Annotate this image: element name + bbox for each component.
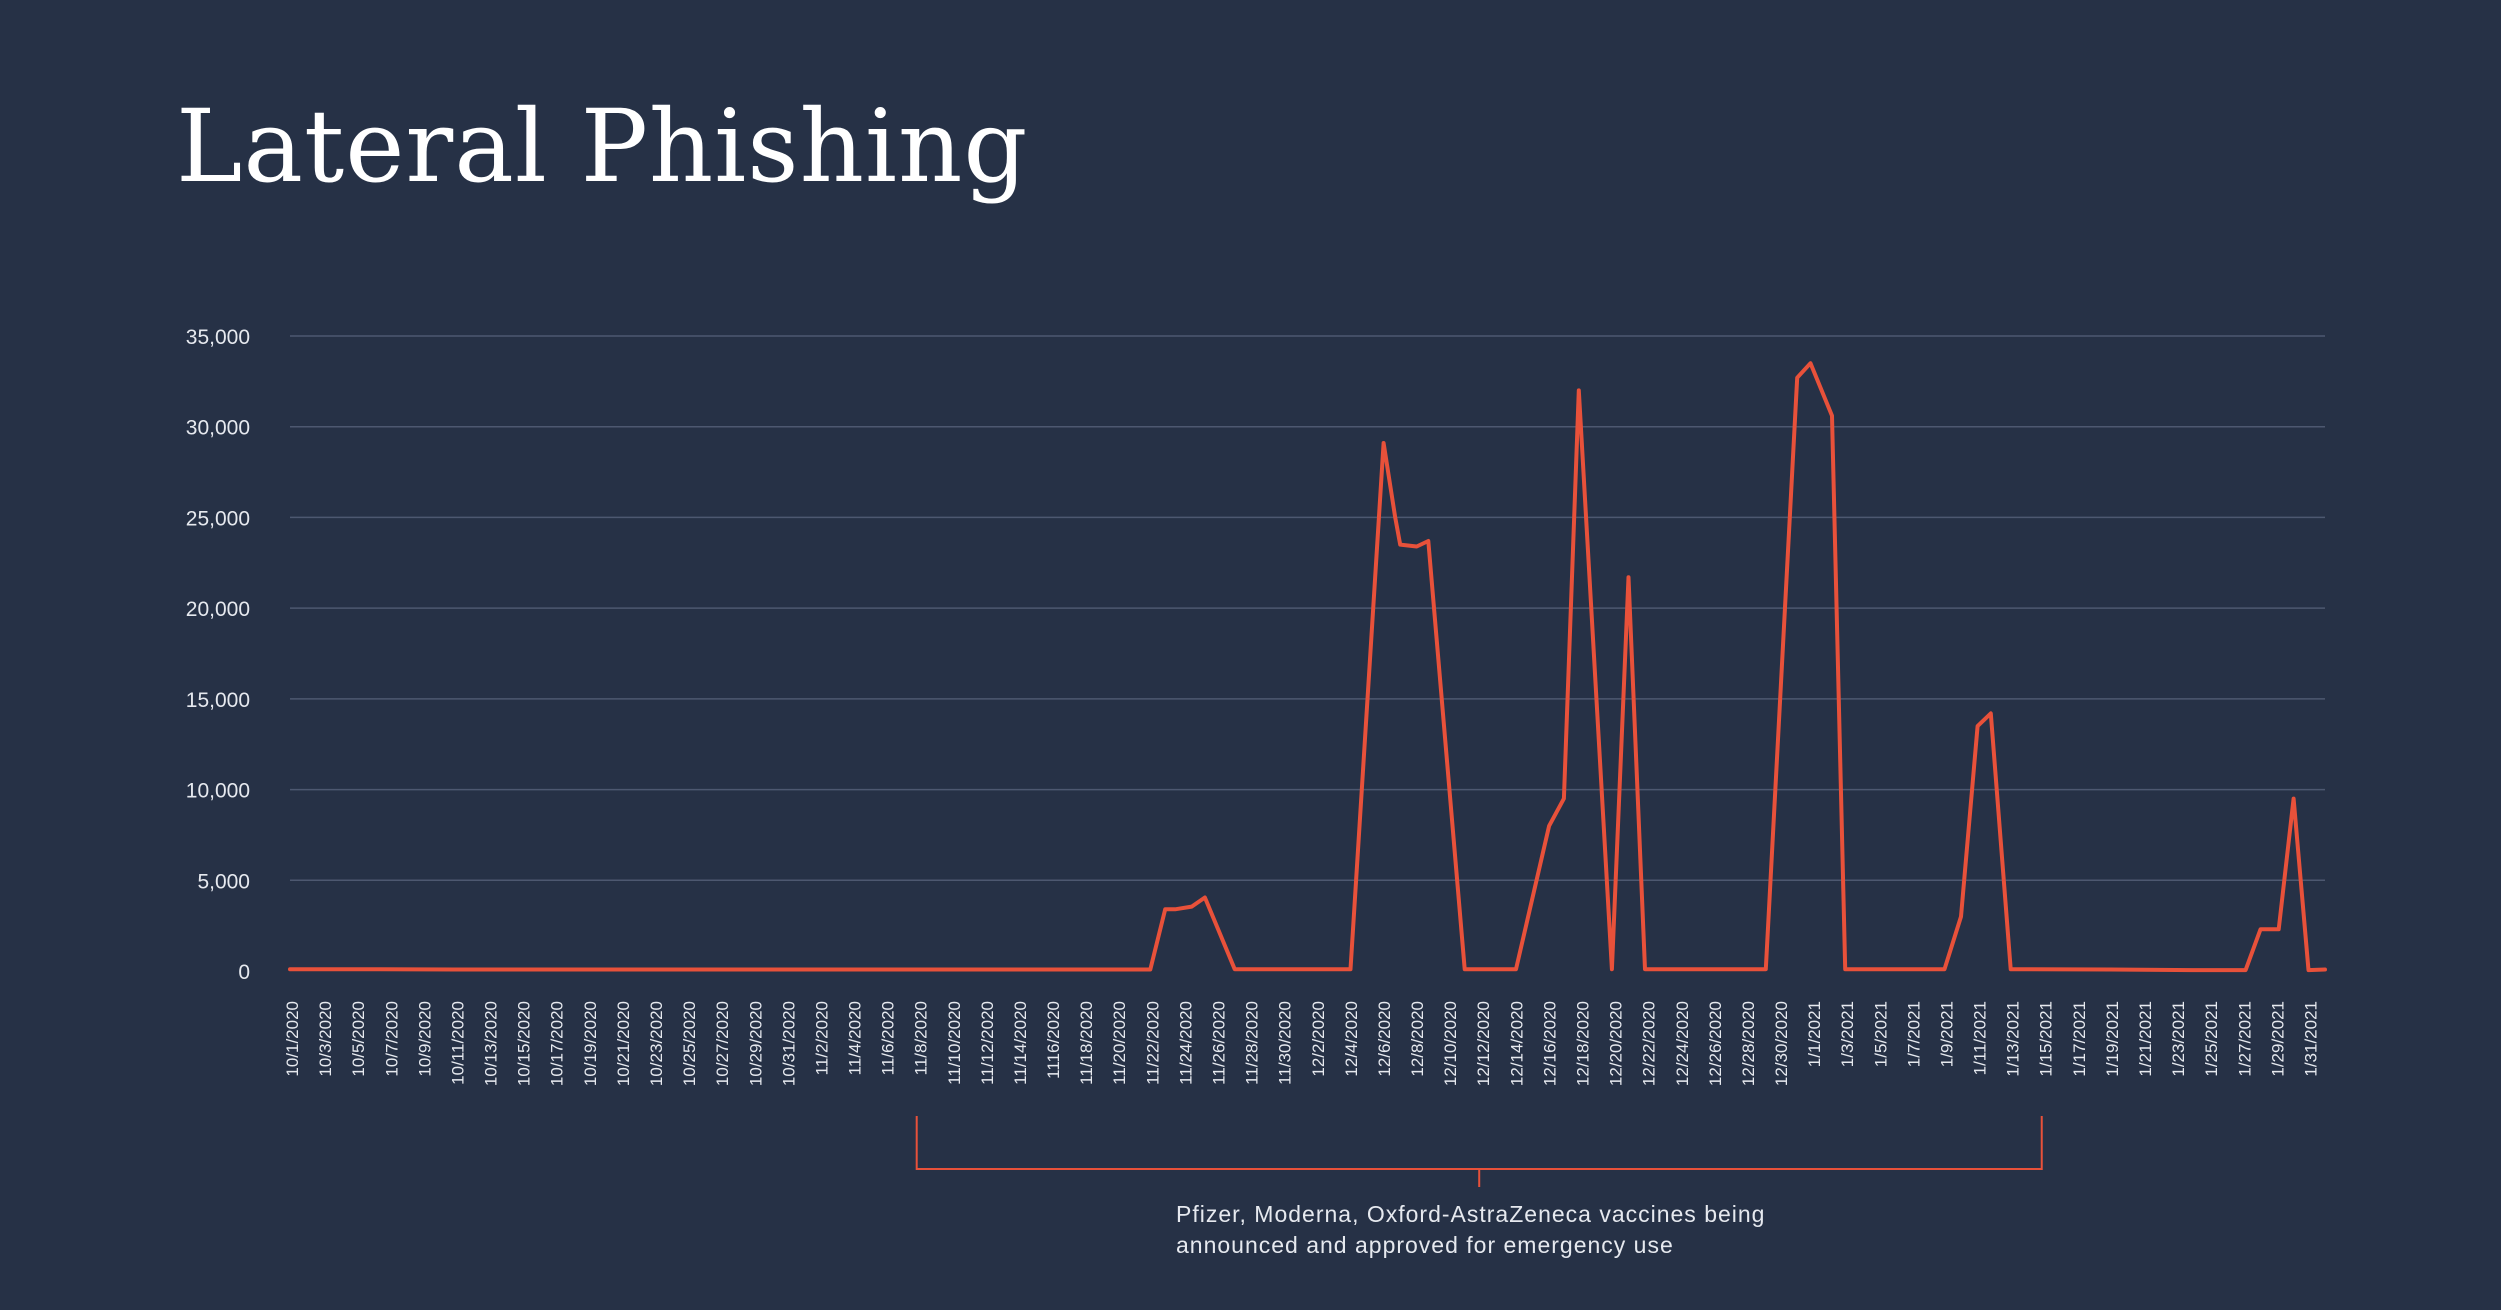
x-tick-label: 11/22/2020 bbox=[1143, 1001, 1162, 1085]
series-lines bbox=[288, 361, 2327, 973]
gridlines bbox=[290, 335, 2325, 882]
chart-title: Lateral Phishing bbox=[176, 88, 1029, 205]
x-tick-label: 10/1/2020 bbox=[283, 1001, 302, 1077]
x-tick-label: 1/25/2021 bbox=[2202, 1001, 2221, 1077]
x-tick-label: 10/17/2020 bbox=[548, 1001, 567, 1086]
y-tick-label: 5,000 bbox=[197, 870, 250, 893]
x-tick-label: 11/18/2020 bbox=[1077, 1001, 1096, 1085]
x-tick-label: 1/23/2021 bbox=[2169, 1001, 2188, 1077]
x-tick-label: 11/12/2020 bbox=[978, 1001, 997, 1085]
x-tick-label: 12/6/2020 bbox=[1375, 1001, 1394, 1077]
x-tick-label: 1116/2020 bbox=[1044, 1001, 1063, 1079]
x-tick-label: 11/24/2020 bbox=[1176, 1001, 1195, 1085]
x-tick-label: 11/30/2020 bbox=[1276, 1001, 1295, 1085]
x-tick-label: 12/2/2020 bbox=[1309, 1001, 1328, 1077]
y-tick-label: 0 bbox=[238, 961, 250, 984]
x-tick-label: 10/31/2020 bbox=[779, 1001, 798, 1086]
x-tick-label: 1/1/2021 bbox=[1805, 1001, 1824, 1067]
x-tick-label: 1/29/2021 bbox=[2268, 1001, 2287, 1077]
x-tick-label: 12/8/2020 bbox=[1408, 1001, 1427, 1077]
x-tick-label: 1/27/2021 bbox=[2235, 1001, 2254, 1077]
series-line bbox=[288, 361, 2327, 973]
x-tick-label: 12/16/2020 bbox=[1540, 1001, 1559, 1086]
x-axis-labels: 10/1/2020 10/3/2020 10/5/2020 10/7/2020 10/9… bbox=[283, 1001, 2320, 1086]
x-tick-label: 10/23/2020 bbox=[647, 1001, 666, 1086]
x-tick-label: 11/26/2020 bbox=[1210, 1001, 1229, 1085]
x-tick-label: 1/5/2021 bbox=[1871, 1001, 1890, 1067]
x-tick-label: 1/3/2021 bbox=[1838, 1001, 1857, 1067]
annotation-line-1: Pfizer, Moderna, Oxford-AstraZeneca vacc… bbox=[1176, 1201, 1766, 1227]
x-tick-label: 12/14/2020 bbox=[1507, 1001, 1526, 1086]
x-tick-label: 11/10/2020 bbox=[945, 1001, 964, 1085]
x-tick-label: 1/9/2021 bbox=[1937, 1001, 1956, 1067]
x-tick-label: 11/28/2020 bbox=[1243, 1001, 1262, 1085]
x-tick-label: 11/2/2020 bbox=[812, 1001, 831, 1075]
x-tick-label: 12/10/2020 bbox=[1441, 1001, 1460, 1086]
x-tick-label: 1/13/2021 bbox=[2004, 1001, 2023, 1077]
x-tick-label: 11/14/2020 bbox=[1011, 1001, 1030, 1085]
x-tick-label: 1/17/2021 bbox=[2070, 1001, 2089, 1077]
x-tick-label: 1/31/2021 bbox=[2301, 1001, 2320, 1077]
x-tick-label: 12/4/2020 bbox=[1342, 1001, 1361, 1077]
x-tick-label: 10/29/2020 bbox=[746, 1001, 765, 1086]
x-tick-label: 10/9/2020 bbox=[415, 1001, 434, 1077]
x-tick-label: 1/7/2021 bbox=[1904, 1001, 1923, 1067]
x-tick-label: 12/22/2020 bbox=[1640, 1001, 1659, 1086]
y-tick-label: 35,000 bbox=[186, 326, 250, 349]
y-tick-label: 25,000 bbox=[186, 507, 250, 530]
x-tick-label: 11/20/2020 bbox=[1110, 1001, 1129, 1085]
x-tick-label: 12/26/2020 bbox=[1706, 1001, 1725, 1086]
annotation-bracket bbox=[915, 1116, 2043, 1187]
x-tick-label: 10/7/2020 bbox=[382, 1001, 401, 1077]
y-tick-label: 30,000 bbox=[186, 417, 250, 440]
x-tick-label: 10/15/2020 bbox=[515, 1001, 534, 1086]
y-axis-labels: 0 5,000 10,000 15,000 20,000 25,000 30,000 35,0… bbox=[186, 326, 250, 984]
x-tick-label: 12/12/2020 bbox=[1474, 1001, 1493, 1086]
x-tick-label: 12/24/2020 bbox=[1673, 1001, 1692, 1086]
x-tick-label: 10/11/2020 bbox=[448, 1001, 467, 1085]
y-tick-label: 15,000 bbox=[186, 689, 250, 712]
x-tick-label: 10/25/2020 bbox=[680, 1001, 699, 1086]
y-tick-label: 20,000 bbox=[186, 598, 250, 621]
x-tick-label: 11/4/2020 bbox=[846, 1001, 865, 1075]
x-tick-label: 12/28/2020 bbox=[1739, 1001, 1758, 1086]
annotation-line-2: announced and approved for emergency use bbox=[1176, 1232, 1674, 1258]
x-tick-label: 1/21/2021 bbox=[2136, 1001, 2155, 1077]
x-tick-label: 1/19/2021 bbox=[2103, 1001, 2122, 1077]
y-tick-label: 10,000 bbox=[186, 780, 250, 803]
x-tick-label: 10/19/2020 bbox=[581, 1001, 600, 1086]
x-tick-label: 10/13/2020 bbox=[482, 1001, 501, 1086]
x-tick-label: 10/27/2020 bbox=[713, 1001, 732, 1086]
x-tick-label: 10/3/2020 bbox=[316, 1001, 335, 1077]
x-tick-label: 11/8/2020 bbox=[912, 1001, 931, 1075]
x-tick-label: 10/21/2020 bbox=[614, 1001, 633, 1086]
annotation-bracket-line bbox=[915, 1116, 2043, 1187]
x-tick-label: 12/20/2020 bbox=[1607, 1001, 1626, 1086]
x-tick-label: 10/5/2020 bbox=[349, 1001, 368, 1077]
x-tick-label: 1/15/2021 bbox=[2037, 1001, 2056, 1077]
x-tick-label: 12/18/2020 bbox=[1573, 1001, 1592, 1086]
x-tick-label: 11/6/2020 bbox=[879, 1001, 898, 1075]
annotation-text: Pfizer, Moderna, Oxford-AstraZeneca vacc… bbox=[1176, 1199, 1936, 1261]
x-tick-label: 1/11/2021 bbox=[1971, 1001, 1990, 1075]
x-tick-label: 12/30/2020 bbox=[1772, 1001, 1791, 1086]
